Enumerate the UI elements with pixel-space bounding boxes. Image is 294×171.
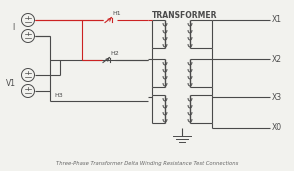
Text: X0: X0 — [272, 123, 282, 133]
Text: TRANSFORMER: TRANSFORMER — [152, 11, 218, 20]
Text: I: I — [12, 23, 14, 32]
Text: Three-Phase Transformer Delta Winding Resistance Test Connections: Three-Phase Transformer Delta Winding Re… — [56, 161, 238, 166]
Text: X3: X3 — [272, 93, 282, 102]
Text: X1: X1 — [272, 16, 282, 24]
Text: H3: H3 — [54, 93, 63, 98]
Text: V1: V1 — [6, 78, 16, 88]
Text: X2: X2 — [272, 55, 282, 63]
Text: H2: H2 — [111, 51, 119, 56]
Text: H1: H1 — [113, 11, 121, 16]
